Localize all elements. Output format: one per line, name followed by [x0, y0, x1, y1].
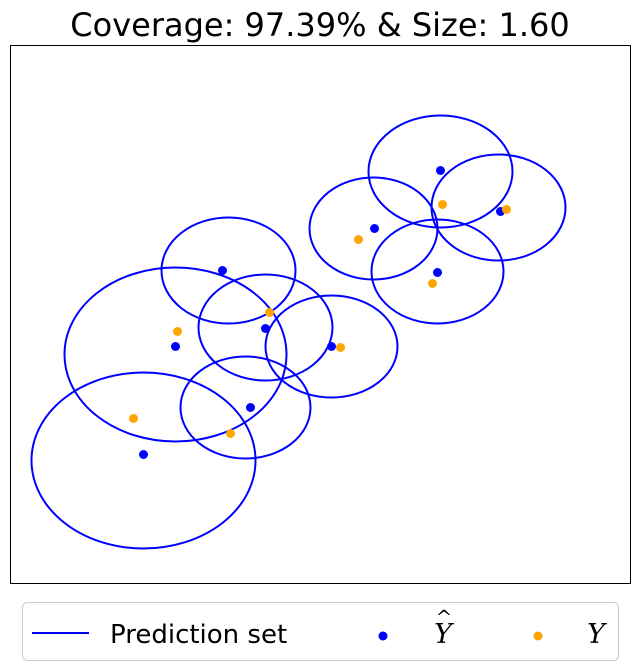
legend-label-true: Y [587, 619, 607, 650]
prediction-set-ellipse [264, 294, 399, 399]
prediction-set-ellipse [367, 114, 514, 229]
predicted-point [436, 166, 445, 175]
predicted-point [433, 268, 442, 277]
predicted-point [327, 342, 336, 351]
predicted-point [171, 342, 180, 351]
predicted-point [218, 266, 227, 275]
predicted-point [370, 224, 379, 233]
true-point [129, 414, 138, 423]
true-points [129, 200, 511, 438]
legend-marker-true [533, 631, 543, 641]
true-point [173, 327, 182, 336]
prediction-set-ellipse [197, 273, 334, 382]
prediction-set-ellipse [160, 216, 297, 325]
plot-area [10, 45, 631, 584]
predicted-point [246, 403, 255, 412]
legend-label-prediction-set: Prediction set [110, 620, 287, 650]
legend-label-predicted-hat: ^ [436, 605, 453, 629]
prediction-set-ellipse [179, 355, 312, 460]
legend-label-predicted: Y [434, 619, 454, 650]
true-point [336, 343, 345, 352]
chart-title: Coverage: 97.39% & Size: 1.60 [70, 6, 569, 44]
legend-box [22, 602, 619, 661]
true-point [438, 200, 447, 209]
legend-marker-predicted [378, 631, 388, 641]
true-point [502, 205, 511, 214]
true-point [354, 235, 363, 244]
prediction-set-ellipse [308, 176, 439, 281]
prediction-set-ellipse [370, 218, 505, 325]
predicted-point [139, 450, 148, 459]
prediction-set-ellipse [30, 371, 257, 550]
prediction-set-ellipses [30, 114, 567, 550]
true-point [265, 308, 274, 317]
predicted-points [139, 166, 505, 459]
legend: Prediction set Y ^ Y [22, 602, 619, 661]
true-point [226, 429, 235, 438]
prediction-set-ellipse [63, 266, 288, 443]
predicted-point [261, 324, 270, 333]
true-point [428, 279, 437, 288]
